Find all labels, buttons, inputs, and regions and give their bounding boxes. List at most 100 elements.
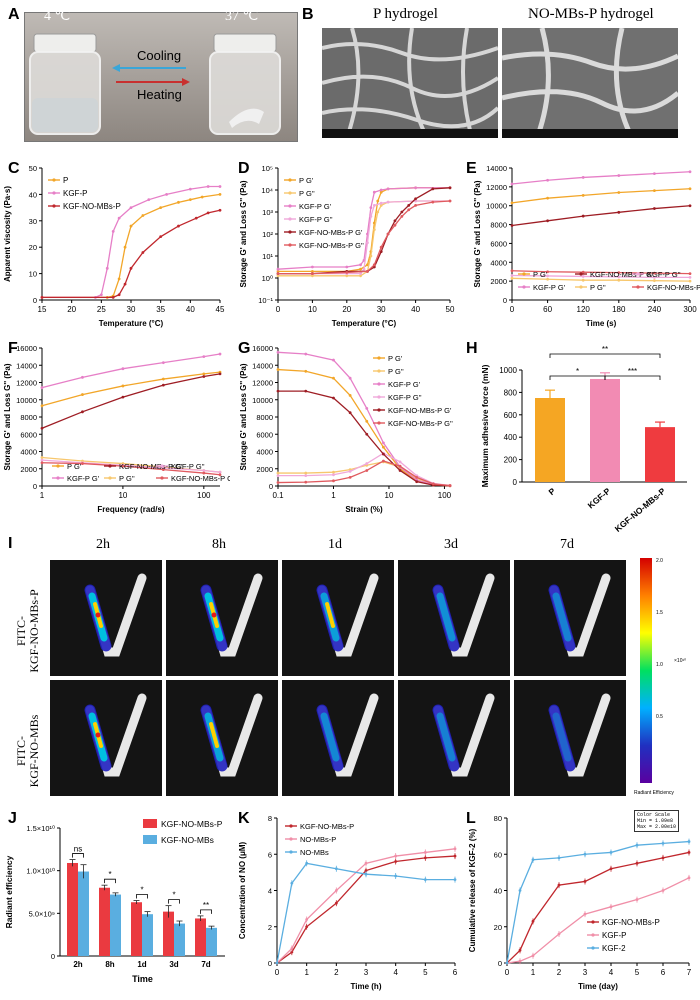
data-point xyxy=(202,355,206,359)
data-point xyxy=(276,270,280,273)
x-tick-label: 30 xyxy=(377,305,386,314)
legend-marker xyxy=(288,230,292,234)
legend-label: KGF-NO-MBs-P xyxy=(602,918,660,927)
x-axis-title: Time xyxy=(132,974,153,984)
data-point xyxy=(123,282,127,286)
data-point xyxy=(407,204,411,207)
legend-label: P G'' xyxy=(590,283,606,292)
data-point xyxy=(386,200,390,204)
data-point xyxy=(161,377,165,381)
legend-marker xyxy=(591,920,595,924)
data-point xyxy=(376,210,380,214)
y-axis-title: Storage G' and Loss G'' (Pa) xyxy=(239,180,248,287)
data-point xyxy=(414,204,417,207)
series-line xyxy=(278,390,451,487)
series-line xyxy=(511,270,691,275)
y-tick-label: 2000 xyxy=(256,465,273,474)
legend-marker xyxy=(288,191,292,195)
significance-label: ** xyxy=(203,901,209,910)
series-line xyxy=(277,351,451,487)
scale-caption: Radiant Efficiency xyxy=(634,790,674,796)
timepoint-label: 3d xyxy=(444,537,458,552)
x-tick-label: 7 xyxy=(687,968,692,977)
y-tick-label: 40 xyxy=(29,190,37,199)
data-point xyxy=(161,383,165,387)
data-point xyxy=(365,432,369,436)
data-point xyxy=(121,367,125,371)
data-point xyxy=(688,187,692,191)
legend-marker xyxy=(288,178,292,182)
series-line xyxy=(511,188,691,204)
legend-label: KGF-P G'' xyxy=(171,462,205,471)
axes: 0 1 2 3 4 5 6 0 2 4 6 8 Time (h) Concentration of NO … xyxy=(238,814,458,991)
data-point xyxy=(161,361,165,365)
data-point xyxy=(546,277,549,281)
series-line xyxy=(511,274,690,279)
data-point xyxy=(366,270,369,273)
legend-marker xyxy=(522,272,526,276)
y-tick-label: 12000 xyxy=(252,379,273,388)
signal-peak xyxy=(211,612,217,618)
x-tick-label: 3d xyxy=(169,960,178,969)
legend-label: KGF-P G'' xyxy=(388,393,422,402)
data-point xyxy=(393,223,397,227)
series-line xyxy=(276,855,456,964)
data-point xyxy=(653,271,656,275)
data-point xyxy=(431,187,435,191)
data-point xyxy=(111,229,115,233)
legend-marker xyxy=(52,191,56,195)
y-tick-label: 2 xyxy=(268,923,272,932)
legend-label: KGF-NO-MBs-P xyxy=(300,822,354,831)
fluorescence-image xyxy=(166,560,278,676)
vial-right xyxy=(209,33,281,135)
legend-label: NO-MBs-P xyxy=(300,835,336,844)
y-axis-title: Concentration of NO (μM) xyxy=(238,842,247,940)
legend-marker xyxy=(56,464,60,468)
data-point xyxy=(448,186,452,190)
data-point xyxy=(581,278,585,282)
bar xyxy=(99,887,110,956)
signal-core xyxy=(209,722,219,748)
significance-label: * xyxy=(140,886,143,895)
data-point xyxy=(345,271,349,274)
x-tick-label: 30 xyxy=(127,305,136,314)
legend-marker xyxy=(288,243,292,247)
data-point xyxy=(117,277,121,281)
data-point xyxy=(379,245,383,249)
data-point xyxy=(688,275,692,279)
data-point xyxy=(332,358,335,362)
panel-label-j: J xyxy=(8,810,17,827)
color-scale-line: Max = 2.00e10 xyxy=(637,824,677,830)
legend-marker xyxy=(579,272,583,276)
series-line xyxy=(42,209,221,299)
data-point xyxy=(311,265,314,269)
y-tick-label: 200 xyxy=(504,456,518,465)
data-point xyxy=(400,215,404,218)
data-point xyxy=(332,473,335,477)
panel-label-b: B xyxy=(302,6,314,23)
significance-bracket xyxy=(72,853,84,858)
y-tick-label: 10³ xyxy=(262,208,273,217)
x-tick-label: 15 xyxy=(38,305,47,314)
signal-outer xyxy=(548,704,576,772)
legend-label: KGF-NO-MBs-P G' xyxy=(119,462,183,471)
legend-label: KGF-NO-MBs-P G' xyxy=(299,228,363,237)
color-scale-line: Color Scale xyxy=(637,812,671,818)
data-point xyxy=(688,204,692,208)
legend-label: KGF-NO-MBs-P G' xyxy=(388,406,452,415)
signal-mid xyxy=(552,592,572,642)
series-line xyxy=(41,459,221,473)
legend-label: KGF-P G' xyxy=(388,380,421,389)
timepoint-label: 2h xyxy=(96,537,110,552)
data-point xyxy=(359,272,362,275)
y-tick-label: 600 xyxy=(504,411,518,420)
legend-label: KGF-P G'' xyxy=(299,215,333,224)
significance-label: *** xyxy=(628,367,637,376)
significance-label: * xyxy=(108,870,111,879)
data-point xyxy=(81,462,84,465)
data-point xyxy=(431,482,435,486)
series-line xyxy=(511,205,691,227)
y-tick-label: 14000 xyxy=(16,361,37,370)
data-point xyxy=(546,274,549,278)
x-tick-label: 5 xyxy=(423,968,428,977)
